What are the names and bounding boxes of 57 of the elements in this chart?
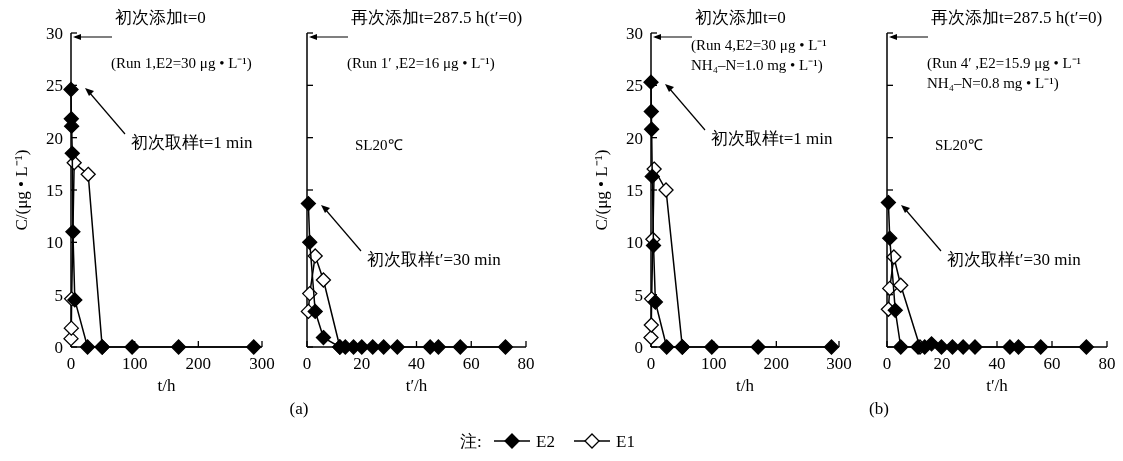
- y-tick-label: 25: [626, 76, 643, 96]
- x-axis-title: t/h: [157, 376, 176, 395]
- x-tick-label: 40: [988, 354, 1006, 373]
- x-tick-label: 0: [66, 354, 76, 373]
- annotation: (Run 4′ ,E2=15.9 μg • L⁻¹ NH₄–N=0.8 mg • L⁻¹): [927, 55, 1082, 92]
- x-tick-label: 300: [249, 354, 275, 373]
- annotation: SL20℃: [935, 137, 983, 153]
- y-axis-title: C/(μg • L⁻¹): [12, 149, 31, 231]
- annotation: (Run 4,E2=30 μg • L⁻¹ NH₄–N=1.0 mg • L⁻¹): [691, 37, 827, 74]
- annotation: (Run 1,E2=30 μg • L⁻¹): [111, 55, 252, 72]
- x-tick-label: 40: [408, 354, 425, 373]
- x-tick-label: 80: [1098, 354, 1116, 373]
- x-axis-title: t/h: [736, 376, 755, 395]
- x-tick-label: 100: [700, 354, 727, 373]
- x-tick-label: 20: [353, 354, 371, 373]
- text: 初次添加t=0: [115, 8, 206, 27]
- y-tick-label: 0: [634, 338, 643, 357]
- x-tick-label: 60: [1043, 354, 1061, 373]
- annotation: 初次取样t=1 min: [711, 129, 834, 148]
- x-tick-label: 0: [882, 354, 892, 373]
- legend-label: E2: [536, 432, 555, 451]
- text: 初次添加t=0: [695, 8, 786, 27]
- annotation: SL20℃: [355, 137, 403, 153]
- x-axis-title: t′/h: [986, 376, 1009, 395]
- y-tick-label: 20: [46, 128, 63, 148]
- legend-title: 注:: [460, 432, 482, 451]
- y-tick-label: 30: [626, 24, 643, 43]
- x-tick-label: 200: [185, 354, 212, 373]
- text: (b): [869, 399, 889, 418]
- annotation: 初次取样t=1 min: [131, 133, 254, 152]
- y-tick-label: 10: [46, 233, 63, 253]
- annotation: 初次取样t′=30 min: [947, 250, 1082, 269]
- y-tick-label: 20: [626, 128, 643, 148]
- y-tick-label: 15: [626, 181, 643, 200]
- text: 再次添加t=287.5 h(t′=0): [931, 8, 1103, 27]
- text: 再次添加t=287.5 h(t′=0): [351, 8, 523, 27]
- y-tick-label: 25: [46, 76, 63, 96]
- y-tick-label: 0: [54, 338, 63, 357]
- x-axis-title: t′/h: [405, 376, 428, 395]
- y-tick-label: 15: [46, 181, 63, 200]
- x-tick-label: 80: [517, 354, 535, 373]
- x-tick-label: 60: [462, 354, 480, 373]
- y-tick-label: 30: [46, 24, 63, 43]
- x-tick-label: 20: [933, 354, 951, 373]
- y-tick-label: 5: [634, 285, 643, 305]
- x-tick-label: 300: [826, 354, 852, 373]
- y-tick-label: 5: [54, 285, 63, 305]
- x-tick-label: 100: [121, 354, 148, 373]
- text: (a): [289, 399, 309, 418]
- x-tick-label: 0: [302, 354, 312, 373]
- x-tick-label: 200: [763, 354, 790, 373]
- legend-label: E1: [616, 432, 635, 451]
- y-axis-title: C/(μg • L⁻¹): [592, 149, 611, 231]
- y-tick-label: 10: [626, 233, 643, 253]
- x-tick-label: 0: [646, 354, 656, 373]
- annotation: (Run 1′ ,E2=16 μg • L⁻¹): [347, 55, 495, 72]
- annotation: 初次取样t′=30 min: [367, 250, 502, 269]
